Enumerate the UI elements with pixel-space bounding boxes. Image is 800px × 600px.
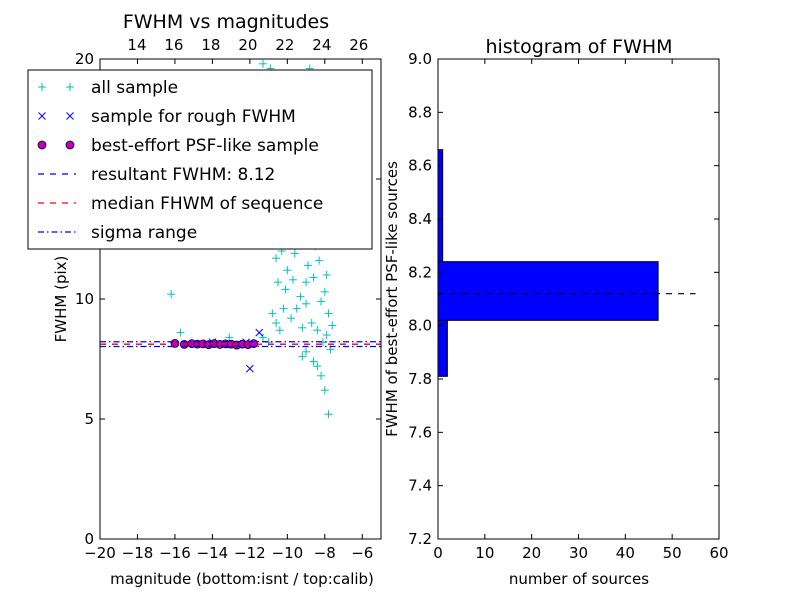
legend-frame [28,70,372,249]
x-tick-label: −18 [122,544,154,562]
point-all-sample [302,278,310,286]
point-all-sample [259,60,267,68]
point-all-sample [317,297,325,305]
point-all-sample [323,331,331,339]
point-all-sample [328,321,336,329]
top-x-tick-label: 22 [275,36,294,54]
histogram-panel: histogram of FWHM 0 10 20 30 40 50 60 7.2 7.4 7.… [383,36,729,588]
x-tick-label: 10 [475,544,494,562]
y-tick-label: 10 [75,290,94,308]
histogram-bar [438,262,658,321]
scatter-panel: FWHM vs magnitudes −20 −18 −16 −14 −12 −10 −8−… [28,11,381,588]
y-tick-label: 7.6 [408,423,432,441]
point-all-sample [325,410,333,418]
histogram-y-axis-label: FWHM of best-effort PSF-like sources [383,161,401,437]
point-all-sample [291,249,299,257]
top-x-tick-label: 26 [349,36,368,54]
point-all-sample [310,357,318,365]
point-all-sample [321,288,329,296]
point-all-sample [296,293,304,301]
legend-marker [38,141,46,149]
scatter-title: FWHM vs magnitudes [123,11,329,33]
legend-marker [66,141,74,149]
x-tick-label: −8 [314,544,336,562]
point-all-sample [280,305,288,313]
point-all-sample [177,329,185,337]
point-all-sample [281,285,289,293]
point-all-sample [302,348,310,356]
y-tick-label: 0 [84,530,94,548]
x-tick-label: 60 [709,544,728,562]
y-tick-label: 8.8 [408,103,432,121]
point-all-sample [283,266,291,274]
point-all-sample [293,305,301,313]
point-all-sample [313,362,321,370]
top-x-tick-label: 16 [164,36,183,54]
point-all-sample [289,276,297,284]
legend-label: resultant FWHM: 8.12 [91,165,275,185]
y-tick-label: 5 [84,410,94,428]
point-all-sample [308,319,316,327]
point-rough-fwhm [246,365,253,372]
point-all-sample [315,257,323,265]
x-tick-label: −14 [197,544,229,562]
scatter-legend: all sample sample for rough FWHM best-effo… [28,70,372,249]
point-all-sample [323,271,331,279]
x-tick-label: 30 [569,544,588,562]
y-tick-label: 20 [75,50,94,68]
point-all-sample [272,319,280,327]
y-tick-label: 8.2 [408,263,432,281]
top-x-tick-label: 24 [312,36,331,54]
y-tick-label: 7.4 [408,477,432,495]
histogram-x-axis-label: number of sources [509,570,649,588]
y-tick-label: 8.4 [408,210,432,228]
histogram-bars [438,150,658,377]
histogram-title: histogram of FWHM [485,36,672,58]
scatter-top-x-ticks: 14 16 18 20 22 24 26 [127,36,368,54]
top-x-tick-label: 18 [201,36,220,54]
point-all-sample [274,278,282,286]
point-all-sample [317,372,325,380]
y-tick-label: 9.0 [408,50,432,68]
point-all-sample [310,273,318,281]
legend-label: best-effort PSF-like sample [91,136,319,156]
point-all-sample [313,326,321,334]
legend-label: sigma range [91,223,197,243]
scatter-x-axis-label: magnitude (bottom:isnt / top:calib) [110,570,374,588]
point-all-sample [287,314,295,322]
point-rough-fwhm [256,329,263,336]
x-tick-label: −12 [234,544,266,562]
scatter-y-axis-label: FWHM (pix) [52,256,70,343]
point-all-sample [302,300,310,308]
histogram-bar [438,320,447,376]
point-all-sample [272,254,280,262]
point-all-sample [167,290,175,298]
point-all-sample [276,326,284,334]
point-all-sample [304,261,312,269]
point-all-sample [259,333,267,341]
legend-label: sample for rough FWHM [91,107,296,127]
legend-label: median FHWM of sequence [91,194,323,214]
x-tick-label: −6 [351,544,373,562]
y-tick-label: 8.6 [408,157,432,175]
point-all-sample [321,386,329,394]
x-tick-label: 20 [522,544,541,562]
point-all-sample [298,324,306,332]
point-all-sample [325,309,333,317]
top-x-tick-label: 14 [127,36,146,54]
y-tick-label: 8.0 [408,317,432,335]
x-tick-label: −16 [159,544,191,562]
x-tick-label: 0 [433,544,443,562]
x-tick-label: −10 [272,544,304,562]
legend-label: all sample [91,78,178,98]
histogram-bar [438,150,443,262]
point-all-sample [298,353,306,361]
point-all-sample [268,309,276,317]
top-x-tick-label: 20 [238,36,257,54]
x-tick-label: 50 [663,544,682,562]
y-tick-label: 7.8 [408,370,432,388]
y-tick-label: 7.2 [408,530,432,548]
x-tick-label: 40 [616,544,635,562]
